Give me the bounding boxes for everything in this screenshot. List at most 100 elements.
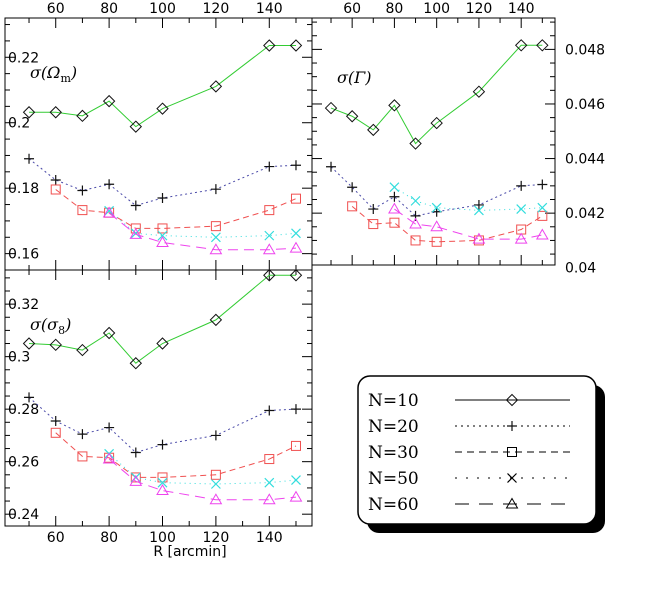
data-point xyxy=(209,243,223,255)
data-point xyxy=(209,493,223,505)
y-tick-label: 0.04 xyxy=(565,261,596,277)
y-tick-label: 0.3 xyxy=(8,350,30,366)
series-N30 xyxy=(50,184,301,234)
data-point xyxy=(22,337,36,350)
data-point xyxy=(473,235,484,246)
x-tick-label-top: 60 xyxy=(47,1,65,17)
data-point xyxy=(156,236,169,248)
series-N60 xyxy=(102,206,303,255)
x-axis-label: R [arcmin] xyxy=(153,544,226,560)
series-N50 xyxy=(104,205,301,243)
legend-entry-label: N=10 xyxy=(368,391,419,411)
x-tick-label-bottom: 60 xyxy=(47,530,65,546)
data-point xyxy=(156,337,169,350)
data-point xyxy=(409,137,422,150)
legend-marker xyxy=(505,393,519,407)
data-point xyxy=(535,228,549,240)
data-point xyxy=(209,313,223,327)
data-point xyxy=(130,447,141,458)
data-point xyxy=(264,477,275,488)
data-point xyxy=(76,343,89,357)
x-tick-label-top: 100 xyxy=(423,1,450,17)
legend: N=10 N=20 N=30 N=50 N=60 xyxy=(357,375,605,533)
data-point xyxy=(50,175,61,185)
legend-marker xyxy=(507,447,517,457)
y-tick-label: 0.18 xyxy=(8,181,39,197)
data-point xyxy=(410,195,421,206)
series-N10 xyxy=(324,39,549,150)
data-point xyxy=(104,179,115,190)
series-line xyxy=(29,274,296,364)
data-point xyxy=(410,235,421,246)
x-tick-label-bottom: 100 xyxy=(149,530,176,546)
y-tick-label: 0.2 xyxy=(8,116,30,132)
data-point xyxy=(102,94,116,108)
legend-entry-label: N=50 xyxy=(368,469,419,489)
data-point xyxy=(472,85,486,98)
data-point xyxy=(289,269,303,282)
x-tick-label-bottom: 140 xyxy=(256,530,283,546)
y-tick-label: 0.32 xyxy=(8,297,39,313)
series-line xyxy=(29,44,296,128)
panel-sigma-omega-m: 60 80 100 120 140 0.16 0.18 0.2 0.22σ(Ωm) xyxy=(4,1,313,271)
data-point xyxy=(129,227,143,239)
x-tick-label-top: 140 xyxy=(508,1,535,17)
series-N20 xyxy=(24,153,301,211)
data-point xyxy=(516,180,527,191)
data-point xyxy=(129,474,143,486)
panel-label: σ(σ8) xyxy=(30,315,71,337)
data-point xyxy=(514,232,528,244)
data-point xyxy=(76,109,89,123)
series-line xyxy=(330,44,543,145)
data-point xyxy=(263,39,276,52)
series-N30 xyxy=(50,427,301,483)
x-tick-label-top: 120 xyxy=(466,1,493,17)
data-point xyxy=(263,269,276,282)
x-tick-label-top: 140 xyxy=(256,1,283,17)
data-point xyxy=(516,204,527,214)
x-tick-label-top: 120 xyxy=(203,1,230,17)
data-point xyxy=(50,415,61,426)
data-point xyxy=(389,217,400,228)
panel-frame xyxy=(4,269,313,527)
data-point xyxy=(50,184,61,195)
series-line xyxy=(394,208,543,240)
data-point xyxy=(210,232,221,243)
y-tick-label: 0.22 xyxy=(8,50,39,66)
series-N60 xyxy=(102,452,303,505)
y-tick-label: 0.16 xyxy=(8,247,39,263)
data-point xyxy=(157,477,168,488)
data-point xyxy=(156,484,169,496)
legend-box xyxy=(357,375,597,525)
data-point xyxy=(388,202,401,214)
panel-sigma-gamma: 60 80 100 120 140 0.04 0.042 0.044 0.046 0.048 σ(Γ… xyxy=(311,1,605,277)
data-point xyxy=(157,223,168,234)
data-point xyxy=(367,123,380,137)
data-point xyxy=(326,161,337,172)
x-tick-label-bottom: 80 xyxy=(100,530,118,546)
data-point xyxy=(264,454,275,465)
data-point xyxy=(49,338,62,352)
series-N60 xyxy=(388,202,549,244)
data-point xyxy=(289,490,303,502)
data-point xyxy=(264,405,275,416)
y-tick-label: 0.048 xyxy=(565,42,605,58)
data-point xyxy=(209,80,223,93)
data-point xyxy=(262,243,276,255)
data-point xyxy=(262,493,276,505)
data-point xyxy=(514,39,528,52)
data-point xyxy=(368,204,379,215)
data-point xyxy=(157,230,168,241)
series-line xyxy=(394,186,543,211)
data-point xyxy=(102,452,116,464)
data-point xyxy=(264,205,275,216)
panel-frame xyxy=(311,17,556,266)
data-point xyxy=(388,99,401,112)
data-point xyxy=(347,182,358,193)
data-point xyxy=(210,469,221,480)
data-point xyxy=(430,116,443,130)
panel-label: σ(Ωm) xyxy=(30,63,77,85)
data-point xyxy=(77,205,88,216)
data-point xyxy=(347,201,358,212)
data-point xyxy=(102,326,116,340)
